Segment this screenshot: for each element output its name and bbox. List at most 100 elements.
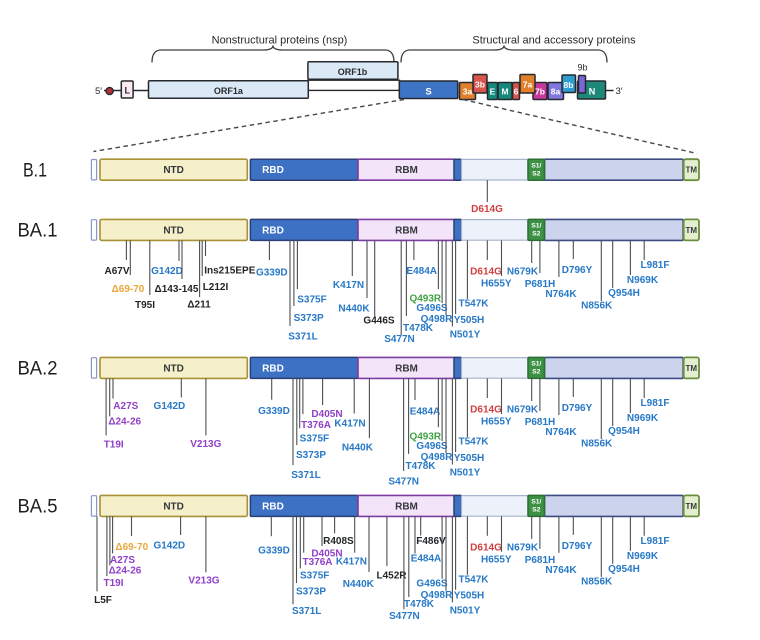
svg-text:T95I: T95I — [135, 300, 155, 311]
svg-text:S1/: S1/ — [531, 163, 541, 170]
svg-text:L981F: L981F — [641, 398, 670, 409]
svg-text:A27S: A27S — [113, 401, 138, 412]
svg-text:A67V: A67V — [104, 266, 129, 277]
svg-text:M: M — [501, 87, 508, 97]
svg-text:Y505H: Y505H — [454, 453, 485, 464]
svg-text:NTD: NTD — [163, 363, 184, 374]
svg-text:T19I: T19I — [103, 578, 123, 589]
svg-text:N856K: N856K — [581, 576, 613, 587]
svg-text:N501Y: N501Y — [450, 330, 481, 341]
svg-text:7a: 7a — [523, 80, 533, 90]
svg-text:TM: TM — [686, 502, 698, 511]
svg-text:D796Y: D796Y — [562, 541, 593, 552]
svg-text:Δ143-145: Δ143-145 — [155, 284, 199, 295]
svg-text:ORF1b: ORF1b — [338, 67, 368, 77]
svg-text:K417N: K417N — [334, 419, 365, 430]
svg-text:E: E — [490, 87, 496, 97]
svg-text:L5F: L5F — [94, 595, 112, 606]
svg-text:BA.5: BA.5 — [18, 496, 58, 518]
svg-text:T376A: T376A — [302, 557, 332, 568]
svg-text:NTD: NTD — [163, 165, 184, 176]
svg-text:D614G: D614G — [471, 204, 503, 215]
svg-text:D796Y: D796Y — [562, 403, 593, 414]
svg-text:V213G: V213G — [190, 439, 221, 450]
svg-text:S375F: S375F — [300, 434, 329, 445]
svg-text:F486V: F486V — [416, 536, 446, 547]
svg-text:S2: S2 — [532, 231, 541, 238]
svg-text:S375F: S375F — [300, 571, 329, 582]
svg-text:D614G: D614G — [470, 542, 502, 553]
svg-text:Ins215EPE: Ins215EPE — [204, 266, 255, 277]
svg-text:N679K: N679K — [507, 267, 539, 278]
svg-text:Y505H: Y505H — [454, 315, 485, 326]
svg-text:T547K: T547K — [458, 574, 489, 585]
svg-text:Q498R: Q498R — [421, 452, 453, 463]
svg-text:N440K: N440K — [342, 442, 374, 453]
svg-text:S1/: S1/ — [531, 499, 541, 506]
svg-text:6: 6 — [514, 87, 519, 97]
svg-text:N856K: N856K — [581, 301, 613, 312]
svg-text:RBD: RBD — [262, 501, 284, 512]
svg-text:S477N: S477N — [388, 476, 419, 487]
svg-text:TM: TM — [686, 166, 698, 175]
svg-text:N679K: N679K — [507, 542, 539, 553]
svg-text:NTD: NTD — [163, 501, 184, 512]
svg-text:A27S: A27S — [110, 555, 135, 566]
svg-text:S1/: S1/ — [531, 223, 541, 230]
svg-text:RBM: RBM — [395, 225, 418, 236]
svg-text:Q493R: Q493R — [409, 294, 441, 305]
svg-text:S2: S2 — [532, 507, 541, 514]
svg-text:D405N: D405N — [311, 548, 342, 559]
svg-text:N501Y: N501Y — [450, 605, 481, 616]
svg-text:E484A: E484A — [411, 554, 442, 565]
svg-text:Δ24-26: Δ24-26 — [109, 566, 142, 577]
svg-text:L212I: L212I — [203, 282, 229, 293]
svg-text:T376A: T376A — [301, 420, 331, 431]
svg-text:Q493R: Q493R — [409, 432, 441, 443]
svg-text:H655Y: H655Y — [481, 279, 512, 290]
svg-text:T547K: T547K — [458, 437, 489, 448]
svg-text:ORF1a: ORF1a — [214, 86, 244, 96]
svg-text:N764K: N764K — [545, 289, 577, 300]
svg-text:S: S — [425, 86, 431, 97]
svg-text:RBD: RBD — [262, 225, 284, 236]
svg-text:S371L: S371L — [291, 470, 320, 481]
svg-text:N969K: N969K — [627, 275, 659, 286]
svg-text:D614G: D614G — [470, 267, 502, 278]
svg-text:E484A: E484A — [410, 407, 441, 418]
svg-text:8b: 8b — [564, 80, 574, 90]
svg-text:T478K: T478K — [405, 461, 436, 472]
svg-text:Q498R: Q498R — [421, 590, 453, 601]
svg-text:Nonstructural proteins (nsp): Nonstructural proteins (nsp) — [212, 35, 348, 47]
svg-text:S373P: S373P — [296, 450, 326, 461]
svg-text:E484A: E484A — [406, 266, 437, 277]
svg-text:Q498R: Q498R — [421, 314, 453, 325]
svg-text:N440K: N440K — [343, 579, 375, 590]
svg-text:N969K: N969K — [627, 551, 659, 562]
svg-text:N501Y: N501Y — [450, 468, 481, 479]
svg-text:BA.2: BA.2 — [18, 358, 58, 380]
svg-text:G496S: G496S — [416, 303, 447, 314]
svg-text:D405N: D405N — [311, 409, 342, 420]
svg-text:G142D: G142D — [153, 540, 185, 551]
svg-text:NTD: NTD — [163, 225, 184, 236]
svg-text:RBD: RBD — [262, 363, 284, 374]
svg-text:K417N: K417N — [333, 280, 364, 291]
svg-text:P681H: P681H — [525, 417, 556, 428]
svg-text:RBD: RBD — [262, 165, 284, 176]
svg-text:H655Y: H655Y — [481, 554, 512, 565]
svg-text:S2: S2 — [532, 171, 541, 178]
svg-text:Δ211: Δ211 — [187, 300, 211, 311]
svg-text:S477N: S477N — [384, 334, 415, 345]
svg-text:T478K: T478K — [403, 323, 434, 334]
svg-text:8a: 8a — [551, 87, 561, 97]
svg-text:N: N — [589, 87, 596, 97]
svg-text:G496S: G496S — [416, 441, 447, 452]
svg-text:RBM: RBM — [395, 501, 418, 512]
svg-text:D796Y: D796Y — [562, 265, 593, 276]
svg-text:K417N: K417N — [336, 557, 367, 568]
svg-text:BA.1: BA.1 — [18, 220, 58, 242]
svg-text:G339D: G339D — [258, 545, 290, 556]
svg-text:S373P: S373P — [294, 313, 324, 324]
svg-text:S373P: S373P — [296, 586, 326, 597]
